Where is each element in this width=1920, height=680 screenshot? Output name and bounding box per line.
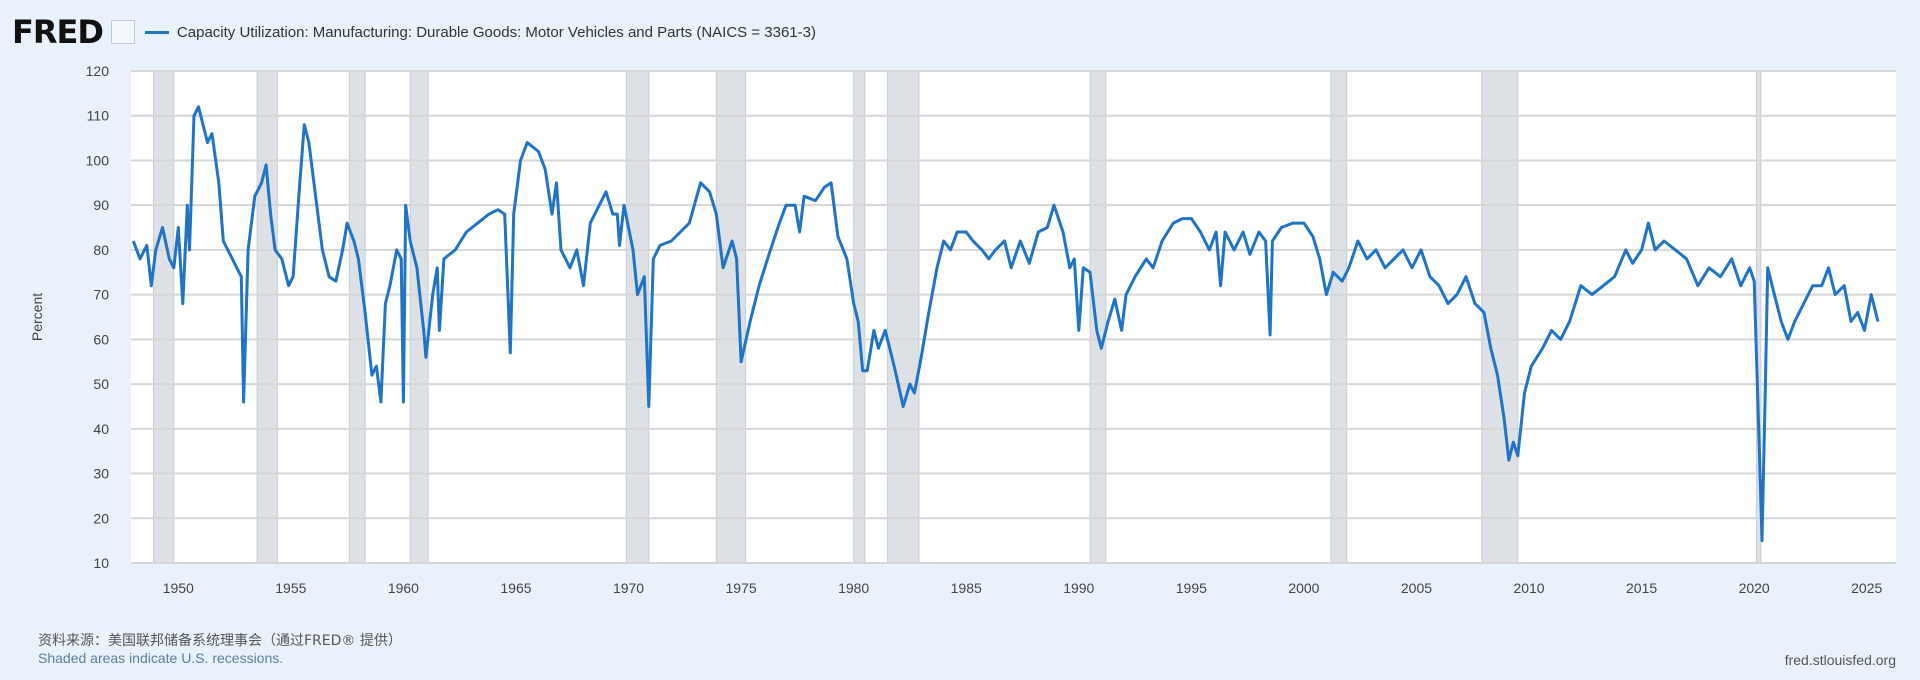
x-tick-label: 1985 bbox=[951, 580, 982, 596]
recession-band bbox=[1481, 70, 1519, 564]
x-tick-label: 1995 bbox=[1176, 580, 1207, 596]
x-tick-label: 2010 bbox=[1513, 580, 1544, 596]
recession-note: Shaded areas indicate U.S. recessions. bbox=[38, 650, 284, 666]
recession-band bbox=[1089, 70, 1107, 564]
y-tick-label: 50 bbox=[93, 376, 109, 392]
y-tick-label: 90 bbox=[93, 197, 109, 213]
recession-band bbox=[853, 70, 866, 564]
series-line bbox=[131, 105, 1880, 543]
y-tick-label: 10 bbox=[93, 555, 109, 571]
recession-band bbox=[256, 70, 278, 564]
y-axis-label: Percent bbox=[29, 293, 45, 341]
recession-band bbox=[153, 70, 175, 564]
y-tick-label: 60 bbox=[93, 331, 109, 347]
y-tick-label: 110 bbox=[87, 108, 110, 124]
y-tick-label: 100 bbox=[86, 152, 110, 168]
x-tick-label: 2015 bbox=[1626, 580, 1657, 596]
chart-icon bbox=[110, 20, 135, 44]
plot-area bbox=[131, 71, 1896, 563]
legend-swatch bbox=[144, 30, 169, 34]
recession-band bbox=[409, 70, 429, 564]
source-note: 资料来源：美国联邦储备系统理事会（通过FRED® 提供） bbox=[38, 633, 402, 649]
recession-band bbox=[1330, 70, 1348, 564]
y-tick-label: 120 bbox=[86, 63, 110, 79]
recession-band bbox=[348, 70, 366, 564]
y-tick-label: 20 bbox=[93, 510, 109, 526]
y-tick-label: 80 bbox=[93, 242, 109, 258]
y-tick-label: 70 bbox=[93, 287, 109, 303]
x-tick-label: 1990 bbox=[1063, 580, 1094, 596]
fred-logo[interactable]: FRED bbox=[12, 13, 104, 51]
x-tick-label: 2020 bbox=[1739, 580, 1770, 596]
x-tick-label: 2025 bbox=[1851, 580, 1882, 596]
series-title[interactable]: Capacity Utilization: Manufacturing: Dur… bbox=[176, 23, 816, 41]
y-tick-label: 40 bbox=[93, 421, 109, 437]
recession-band bbox=[715, 70, 747, 564]
x-tick-label: 2005 bbox=[1401, 580, 1432, 596]
x-tick-label: 1955 bbox=[275, 580, 306, 596]
x-tick-label: 1975 bbox=[726, 580, 757, 596]
chart-header: FRED Capacity Utilization: Manufacturing… bbox=[12, 12, 816, 52]
x-tick-label: 1970 bbox=[613, 580, 644, 596]
x-tick-label: 1960 bbox=[388, 580, 419, 596]
y-tick-label: 30 bbox=[93, 466, 109, 482]
recession-band bbox=[886, 70, 920, 564]
x-tick-label: 1980 bbox=[838, 580, 869, 596]
site-link[interactable]: fred.stlouisfed.org bbox=[1784, 652, 1896, 668]
x-tick-label: 1950 bbox=[163, 580, 194, 596]
x-tick-label: 2000 bbox=[1288, 580, 1319, 596]
x-tick-label: 1965 bbox=[500, 580, 531, 596]
